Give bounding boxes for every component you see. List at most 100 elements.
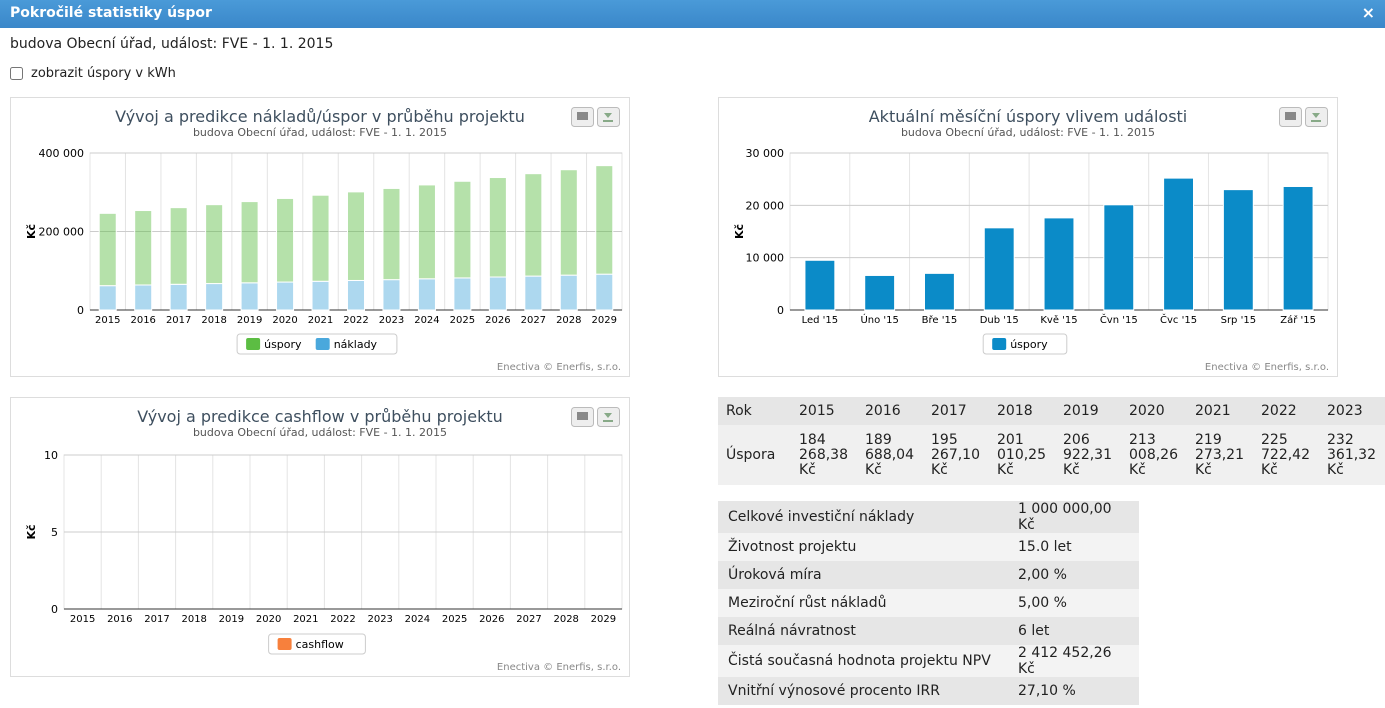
cell: 189 688,04 Kč bbox=[865, 431, 914, 478]
chart-subtitle: budova Obecní úřad, událost: FVE - 1. 1.… bbox=[901, 126, 1155, 139]
x-tick-label: Srp '15 bbox=[1221, 315, 1256, 326]
bar-segment bbox=[169, 283, 188, 311]
bar bbox=[1222, 189, 1254, 311]
param-row: Čistá současná hodnota projektu NPV 2 412… bbox=[718, 645, 1139, 677]
y-tick-label: 10 bbox=[44, 449, 58, 462]
close-button[interactable]: × bbox=[1361, 3, 1375, 22]
bar-segment bbox=[311, 194, 330, 282]
download-icon bbox=[603, 413, 613, 422]
cell: 195 267,10 Kč bbox=[931, 431, 980, 478]
x-tick-label: 2016 bbox=[107, 614, 132, 625]
y-tick-label: 0 bbox=[777, 304, 784, 317]
bar-segment bbox=[524, 275, 543, 311]
header-cell: 2018 bbox=[997, 403, 1033, 419]
bar-segment bbox=[205, 283, 224, 311]
bar-segment bbox=[276, 281, 295, 311]
export-buttons bbox=[571, 107, 1328, 427]
kwh-toggle[interactable]: zobrazit úspory v kWh bbox=[10, 66, 176, 81]
data-row: Úspora 184 268,38 Kč 189 688,04 Kč 195 267,… bbox=[718, 425, 1385, 485]
year-table: Rok 2015 2016 2017 2018 2019 2020 2021 2022 2023 Ú… bbox=[718, 397, 1385, 485]
x-tick-label: 2017 bbox=[166, 315, 191, 326]
x-tick-label: 2022 bbox=[343, 315, 368, 326]
chart-title: Vývoj a predikce nákladů/úspor v průběhu… bbox=[115, 107, 525, 126]
param-value: 6 let bbox=[1018, 623, 1050, 639]
x-tick-label: Led '15 bbox=[802, 315, 839, 326]
print-icon bbox=[577, 112, 588, 120]
y-tick-label: 0 bbox=[51, 603, 58, 616]
param-name: Meziroční růst nákladů bbox=[728, 595, 887, 611]
param-row: Celkové investiční náklady 1 000 000,00 K… bbox=[718, 501, 1139, 533]
x-tick-label: 2027 bbox=[521, 315, 546, 326]
legend-label: cashflow bbox=[296, 638, 344, 651]
x-tick-label: 2021 bbox=[308, 315, 333, 326]
y-tick-label: 0 bbox=[77, 304, 84, 317]
cell: 206 922,31 Kč bbox=[1063, 431, 1112, 478]
y-tick-label: 20 000 bbox=[746, 199, 785, 212]
bar-segment bbox=[169, 207, 188, 285]
bar-segment bbox=[453, 277, 472, 311]
param-row: Vnitřní výnosové procento IRR 27,10 % bbox=[718, 677, 1139, 705]
download-icon bbox=[603, 113, 613, 122]
bar-segment bbox=[382, 279, 401, 311]
header-cell: 2019 bbox=[1063, 403, 1099, 419]
checkbox-label: zobrazit úspory v kWh bbox=[31, 66, 176, 81]
header-cell: 2021 bbox=[1195, 403, 1231, 419]
bar-segment bbox=[595, 165, 614, 275]
cell: 184 268,38 Kč bbox=[799, 431, 848, 478]
x-tick-label: 2022 bbox=[330, 614, 355, 625]
x-tick-label: 2023 bbox=[379, 315, 404, 326]
bar bbox=[1043, 217, 1075, 311]
chart: Vývoj a predikce nákladů/úspor v průběhu… bbox=[25, 107, 623, 373]
bar-segment bbox=[346, 191, 366, 281]
bar-segment bbox=[346, 279, 366, 311]
param-name: Celkové investiční náklady bbox=[728, 509, 915, 525]
x-tick-label: 2029 bbox=[591, 614, 616, 625]
legend-swatch bbox=[246, 338, 261, 350]
param-row: Úroková míra 2,00 % bbox=[718, 561, 1139, 589]
param-name: Životnost projektu bbox=[728, 539, 857, 555]
modal-header: Pokročilé statistiky úspor × bbox=[0, 0, 1385, 28]
bar-segment bbox=[205, 204, 224, 285]
y-axis-label: Kč bbox=[25, 224, 38, 239]
bar-segment bbox=[417, 184, 436, 280]
x-tick-label: 2028 bbox=[553, 614, 578, 625]
x-tick-label: Zář '15 bbox=[1280, 314, 1316, 326]
y-axis-label: Kč bbox=[25, 524, 38, 539]
bar-segment bbox=[382, 187, 401, 281]
chart: Vývoj a predikce cashflow v průběhu proj… bbox=[25, 407, 623, 673]
checkbox[interactable] bbox=[10, 67, 23, 80]
x-tick-label: 2026 bbox=[479, 614, 504, 625]
x-tick-label: 2023 bbox=[367, 614, 392, 625]
param-value: 1 000 000,00 Kč bbox=[1018, 501, 1112, 533]
bar-segment bbox=[488, 177, 507, 278]
bar-segment bbox=[98, 212, 117, 287]
x-tick-label: Čvc '15 bbox=[1160, 313, 1197, 326]
bar-segment bbox=[98, 285, 117, 311]
header-cell: 2017 bbox=[931, 403, 967, 419]
legend-label: úspory bbox=[264, 338, 302, 351]
x-tick-label: 2019 bbox=[219, 614, 244, 625]
x-tick-label: 2027 bbox=[516, 614, 541, 625]
param-value: 27,10 % bbox=[1018, 683, 1076, 699]
chart-subtitle: budova Obecní úřad, událost: FVE - 1. 1.… bbox=[193, 426, 447, 439]
legend-swatch bbox=[277, 638, 292, 650]
modal-title: Pokročilé statistiky úspor bbox=[10, 5, 212, 21]
cell: 213 008,26 Kč bbox=[1129, 431, 1178, 478]
y-tick-label: 5 bbox=[51, 526, 58, 539]
x-tick-label: Čvn '15 bbox=[1100, 313, 1138, 326]
legend-label: úspory bbox=[1010, 338, 1048, 351]
x-tick-label: Úno '15 bbox=[860, 313, 898, 326]
cell: 201 010,25 Kč bbox=[997, 431, 1046, 478]
chart-title: Vývoj a predikce cashflow v průběhu proj… bbox=[137, 407, 503, 426]
chart-title: Aktuální měsíční úspory vlivem události bbox=[869, 107, 1188, 126]
x-tick-label: 2029 bbox=[592, 315, 617, 326]
subtitle: budova Obecní úřad, událost: FVE - 1. 1.… bbox=[10, 36, 334, 52]
x-tick-label: 2015 bbox=[70, 614, 95, 625]
param-name: Úroková míra bbox=[728, 567, 822, 583]
x-tick-label: 2018 bbox=[201, 315, 226, 326]
x-tick-label: 2025 bbox=[442, 614, 467, 625]
bar-segment bbox=[524, 173, 543, 277]
header-cell: 2023 bbox=[1327, 403, 1363, 419]
